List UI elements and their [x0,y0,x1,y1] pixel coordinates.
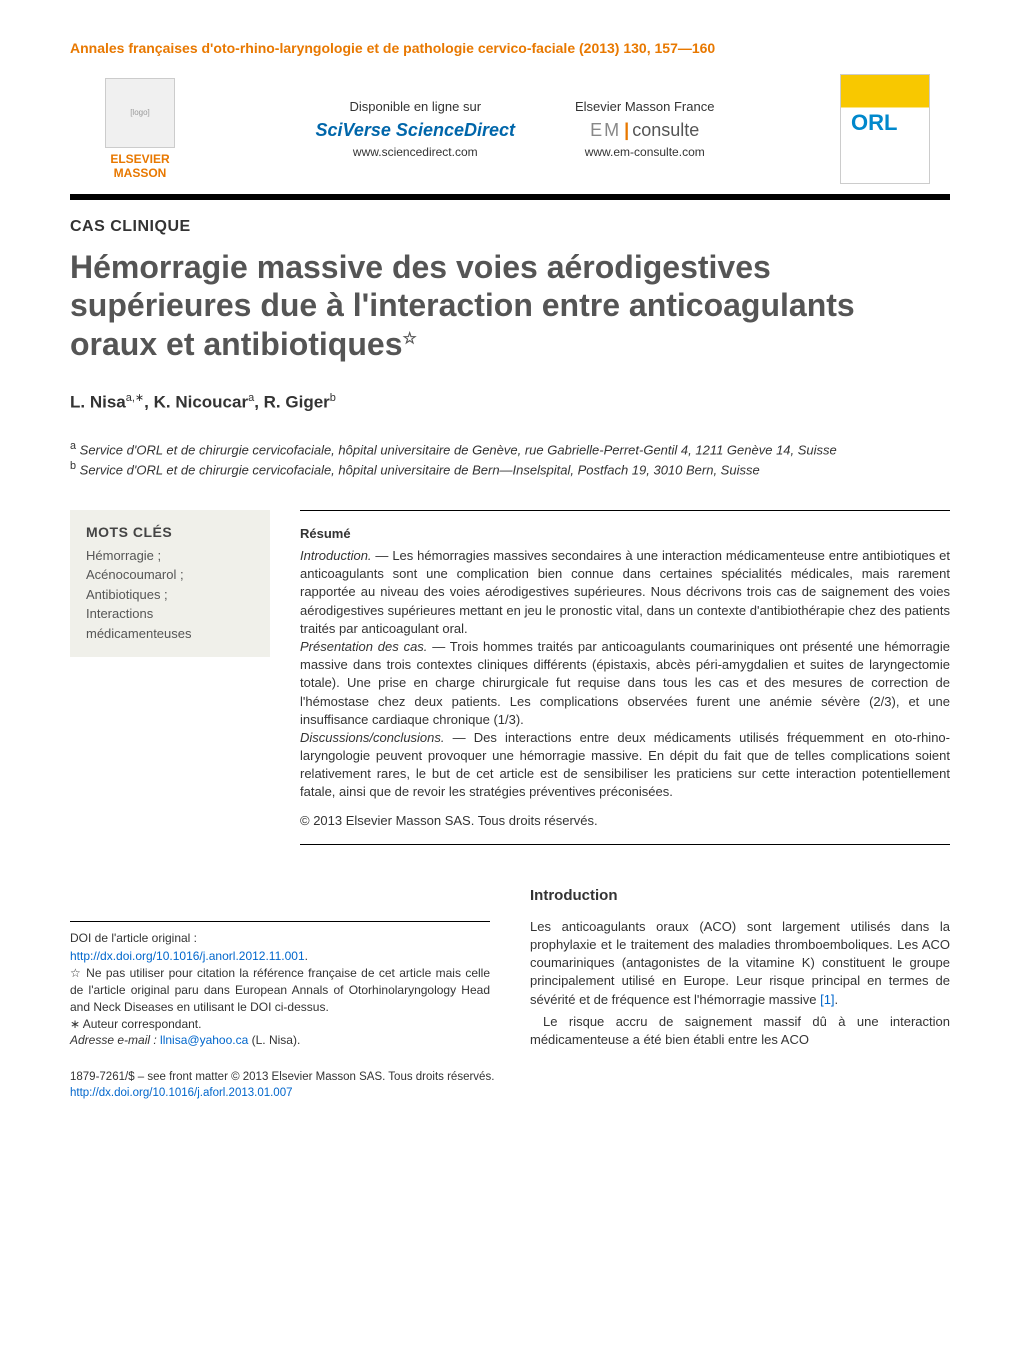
journal-citation-header: Annales françaises d'oto-rhino-laryngolo… [70,40,950,56]
author-2-affil: a [248,392,254,404]
article-type-label: CAS CLINIQUE [70,218,950,236]
abstract-disc-label: Discussions/conclusions. — [300,730,466,745]
elsevier-tree-icon: [logo] [105,78,175,148]
sciencedirect-block: Disponible en ligne sur SciVerse Science… [316,99,515,159]
emconsulte-url[interactable]: www.em-consulte.com [575,145,714,159]
corresponding-author-note: ∗ Auteur correspondant. [70,1016,490,1033]
intro-paragraph-2: Le risque accru de saignement massif dû … [530,1013,950,1049]
author-1-affil: a,∗ [126,392,144,404]
keywords-heading: MOTS CLÉS [86,524,254,540]
abstract-presentation: Présentation des cas. — Trois hommes tra… [300,638,950,729]
right-column: Introduction Les anticoagulants oraux (A… [530,885,950,1049]
body-columns: DOI de l'article original : http://dx.do… [70,885,950,1049]
available-online-label: Disponible en ligne sur [316,99,515,114]
emconsulte-brand: EM|consulte [575,120,714,141]
abstract-copyright: © 2013 Elsevier Masson SAS. Tous droits … [300,812,950,830]
article-title: Hémorragie massive des voies aérodigesti… [70,248,950,363]
left-column: DOI de l'article original : http://dx.do… [70,885,490,1049]
author-2: K. Nicoucar [154,393,248,412]
em-text: EM [590,120,621,140]
journal-cover-title: ORL [851,110,897,136]
author-1: L. Nisa [70,393,126,412]
abstract-discussion: Discussions/conclusions. — Des interacti… [300,729,950,802]
abstract-intro: Introduction. — Les hémorragies massives… [300,547,950,638]
abstract-heading: Résumé [300,525,950,543]
issn-copyright-line: 1879-7261/$ – see front matter © 2013 El… [70,1069,950,1085]
email-footnote: Adresse e-mail : llnisa@yahoo.ca (L. Nis… [70,1032,490,1049]
author-3: R. Giger [264,393,330,412]
footnotes-block: DOI de l'article original : http://dx.do… [70,921,490,1050]
publisher-banner: [logo] ELSEVIER MASSON Disponible en lig… [70,74,950,184]
article-title-text: Hémorragie massive des voies aérodigesti… [70,249,855,362]
consulte-text: consulte [632,120,699,140]
star-footnote: ☆ Ne pas utiliser pour citation la référ… [70,965,490,1015]
article-doi-link[interactable]: http://dx.doi.org/10.1016/j.aforl.2013.0… [70,1087,293,1099]
abstract-intro-label: Introduction. — [300,548,388,563]
banner-separator [70,194,950,200]
abstract-body: Résumé Introduction. — Les hémorragies m… [300,510,950,845]
affiliations-block: a Service d'ORL et de chirurgie cervicof… [70,439,950,480]
emconsulte-block: Elsevier Masson France EM|consulte www.e… [575,99,714,159]
sciencedirect-url[interactable]: www.sciencedirect.com [316,145,515,159]
author-3-affil: b [330,392,336,404]
keywords-box: MOTS CLÉS Hémorragie ; Acénocoumarol ; A… [70,510,270,658]
original-doi-label: DOI de l'article original : [70,930,490,947]
author-list: L. Nisaa,∗, K. Nicoucara, R. Gigerb [70,391,950,413]
page-footer: 1879-7261/$ – see front matter © 2013 El… [70,1069,950,1101]
corresponding-email-link[interactable]: llnisa@yahoo.ca [160,1033,248,1047]
original-doi-link[interactable]: http://dx.doi.org/10.1016/j.anorl.2012.1… [70,949,305,963]
email-label: Adresse e-mail : [70,1033,157,1047]
abstract-pres-label: Présentation des cas. — [300,639,445,654]
sciencedirect-brand: SciVerse ScienceDirect [316,120,515,141]
reference-link-1[interactable]: [1] [820,992,834,1007]
abstract-container: MOTS CLÉS Hémorragie ; Acénocoumarol ; A… [70,510,950,845]
intro-paragraph-1: Les anticoagulants oraux (ACO) sont larg… [530,918,950,1009]
affiliation-a: a Service d'ORL et de chirurgie cervicof… [70,439,950,460]
section-heading-introduction: Introduction [530,885,950,906]
keywords-list: Hémorragie ; Acénocoumarol ; Antibiotiqu… [86,546,254,644]
title-footnote-marker: ☆ [402,330,416,347]
elsevier-name: ELSEVIER MASSON [90,152,190,181]
journal-cover-thumbnail: ORL [840,74,930,184]
em-separator: | [621,120,632,140]
affiliation-b: b Service d'ORL et de chirurgie cervicof… [70,459,950,480]
elsevier-logo: [logo] ELSEVIER MASSON [90,78,190,181]
elsevier-france-label: Elsevier Masson France [575,99,714,114]
